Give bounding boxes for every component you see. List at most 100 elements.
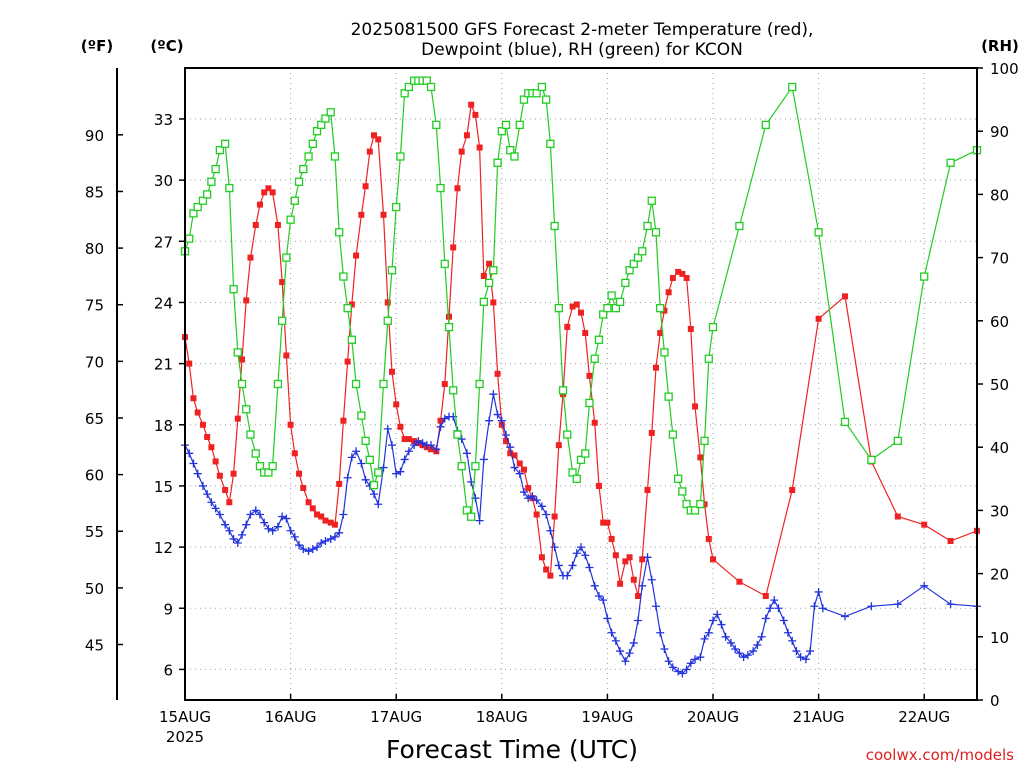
rh-tick-label: 80 (990, 186, 1009, 204)
dewpoint-point (475, 516, 484, 525)
dewpoint-point (321, 536, 330, 545)
dewpoint-point (664, 657, 673, 666)
dewpoint-point (696, 653, 705, 662)
dewpoint-point (638, 581, 647, 590)
rh-point (519, 95, 529, 104)
rh-point (444, 322, 454, 332)
rh-point (590, 354, 599, 363)
dewpoint-point (726, 638, 735, 647)
x-tick-label: 22AUG (898, 708, 950, 726)
dewpoint-point (806, 647, 815, 656)
dewpoint-point (370, 490, 379, 499)
temperature-point (507, 450, 514, 457)
dewpoint-point (629, 638, 638, 647)
dewpoint-point (361, 475, 370, 484)
dewpoint-point (603, 614, 612, 623)
rh-point (369, 480, 379, 490)
temperature-point (437, 417, 444, 424)
rh-point (242, 405, 251, 414)
rh-point (211, 164, 220, 174)
rh-point (585, 398, 594, 408)
dewpoint-point (893, 600, 902, 609)
dewpoint-point (185, 449, 194, 458)
temperature-point (446, 313, 452, 320)
temperature-point (314, 511, 320, 518)
rh-point (946, 158, 955, 167)
dewpoint-point (260, 518, 269, 527)
dewpoint-point (427, 441, 436, 450)
rh-point (467, 512, 476, 521)
rh-point (396, 152, 405, 161)
rh-point (554, 304, 563, 313)
rh-point (489, 266, 498, 275)
temperature-point (380, 211, 387, 218)
rh-unit-label: (RH) (981, 37, 1019, 55)
temperature-point (661, 307, 668, 314)
temperature-point (468, 101, 475, 108)
dewpoint-point (400, 455, 409, 464)
temperature-point (789, 487, 796, 494)
rh-point (735, 221, 744, 231)
temperature-point (683, 274, 690, 281)
rh-point (581, 449, 590, 458)
dewpoint-point (510, 463, 519, 472)
temperature-point (547, 572, 554, 579)
dewpoint-point (286, 526, 295, 535)
fahrenheit-tick-label: 55 (85, 523, 104, 541)
celsius-tick-label: 12 (154, 539, 173, 557)
dewpoint-point (568, 561, 577, 570)
temperature-point (635, 593, 642, 600)
temperature-point (675, 268, 682, 275)
grid (185, 68, 977, 700)
dewpoint-point (704, 628, 713, 637)
fahrenheit-tick-label: 75 (85, 297, 104, 315)
dewpoint-point (242, 520, 251, 529)
temperature-point (538, 554, 545, 561)
dewpoint-point (207, 498, 216, 507)
dewpoint-point (282, 514, 291, 523)
dewpoint-point (308, 545, 317, 554)
temperature-point (630, 576, 637, 583)
temperature-point (472, 111, 479, 118)
temperature-point (894, 513, 901, 520)
dewpoint-point (497, 416, 506, 425)
temperature-point (608, 535, 615, 542)
temperature-point (705, 535, 712, 542)
rh-point (203, 190, 212, 199)
rh-point (233, 348, 242, 357)
dewpoint-point (713, 610, 722, 619)
dewpoint-point (374, 500, 383, 509)
rh-point (392, 202, 401, 212)
dewpoint-point (198, 481, 207, 490)
temperature-point (520, 466, 527, 473)
rh-point (436, 183, 445, 193)
temperature-point (186, 360, 193, 367)
temperature-point (327, 519, 334, 526)
temperature-point (600, 519, 607, 526)
temperature-point (384, 299, 391, 306)
temperature-point (322, 517, 329, 524)
celsius-tick-label: 30 (154, 172, 173, 190)
dewpoint-point (611, 636, 620, 645)
temperature-point (525, 484, 532, 491)
rh-point (312, 127, 322, 136)
dewpoint-point (814, 587, 823, 596)
rh-point (660, 348, 669, 357)
rh-point (621, 278, 630, 288)
temperature-point (639, 556, 646, 563)
x-tick-label: 16AUG (265, 708, 317, 726)
temperature-point (269, 189, 276, 196)
rh-point (484, 278, 494, 288)
dewpoint-point (493, 410, 502, 419)
dewpoint-point (299, 545, 308, 554)
dewpoint-point (387, 441, 396, 450)
dewpoint-point (440, 414, 449, 423)
dewpoint-point (290, 532, 299, 541)
rh-point (638, 247, 647, 256)
dewpoint-point (339, 510, 348, 519)
dewpoint-point (229, 534, 238, 543)
rh-point (668, 430, 678, 439)
dewpoint-point (432, 445, 441, 454)
fahrenheit-tick-label: 65 (85, 410, 104, 428)
dewpoint-point (255, 510, 264, 519)
